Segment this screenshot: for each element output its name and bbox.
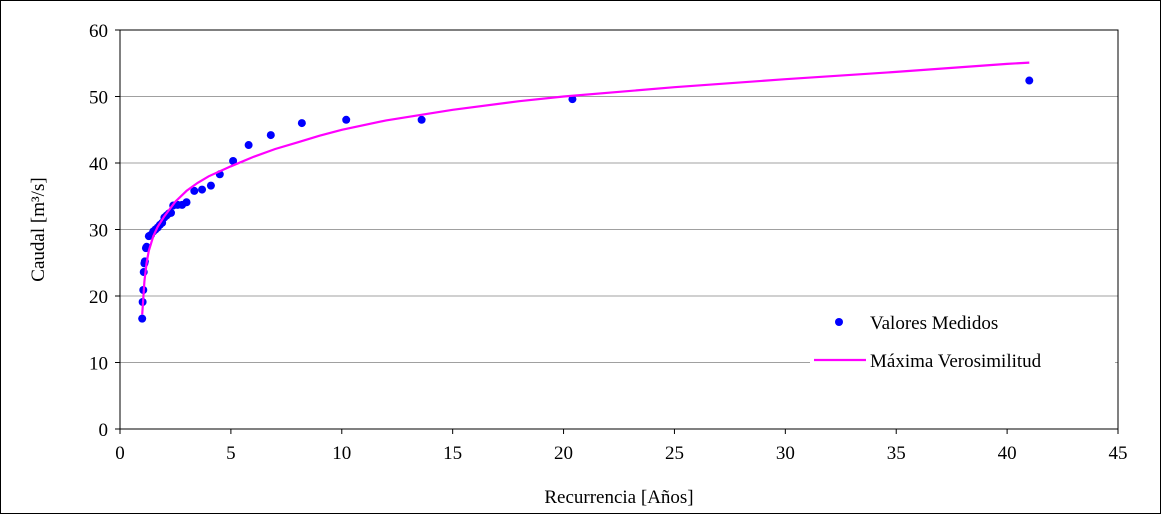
data-point-30 [297, 119, 306, 128]
data-point-29 [266, 131, 275, 140]
legend-marker-valores-medidos [835, 318, 843, 326]
x-tick-label-1: 5 [226, 443, 236, 464]
legend-label-maxima-verosimilitud: Máxima Verosimilitud [870, 351, 1042, 372]
y-tick-label-6: 60 [89, 21, 108, 42]
x-tick-label-5: 25 [665, 443, 684, 464]
x-tick-label-8: 40 [998, 443, 1017, 464]
data-point-33 [568, 95, 577, 104]
y-tick-label-0: 0 [99, 420, 109, 441]
y-tick-label-1: 10 [89, 354, 108, 375]
x-tick-label-3: 15 [443, 443, 462, 464]
data-point-0 [138, 314, 147, 323]
series-line-maxima-verosimilitud [141, 61, 1030, 315]
x-tick-label-9: 45 [1109, 443, 1128, 464]
data-point-28 [244, 141, 253, 150]
data-point-32 [417, 115, 426, 124]
data-point-22 [182, 198, 191, 207]
x-tick-label-2: 10 [332, 443, 351, 464]
axes [115, 29, 1119, 434]
data-point-24 [198, 185, 207, 194]
x-axis-title: Recurrencia [Años] [544, 487, 693, 508]
y-axis-title: Caudal [m³/s] [28, 177, 49, 281]
y-tick-label-5: 50 [89, 88, 108, 109]
x-tick-label-6: 30 [776, 443, 795, 464]
data-point-23 [190, 186, 199, 195]
x-tick-label-4: 20 [554, 443, 573, 464]
legend-label-valores-medidos: Valores Medidos [870, 313, 998, 334]
series-layer [138, 61, 1034, 323]
data-point-34 [1025, 76, 1034, 85]
y-tick-label-2: 20 [89, 287, 108, 308]
y-tick-label-3: 30 [89, 221, 108, 242]
data-point-25 [206, 181, 215, 190]
y-tick-label-4: 40 [89, 154, 108, 175]
x-tick-label-7: 35 [887, 443, 906, 464]
legend-background [810, 307, 1115, 385]
legend: Valores Medidos Máxima Verosimilitud [810, 307, 1115, 385]
tick-labels: 0 10 20 30 40 50 60 0 5 10 15 20 25 30 35 40 45 [89, 21, 1128, 464]
data-point-31 [342, 115, 351, 124]
x-tick-label-0: 0 [115, 443, 125, 464]
data-point-27 [229, 157, 238, 166]
